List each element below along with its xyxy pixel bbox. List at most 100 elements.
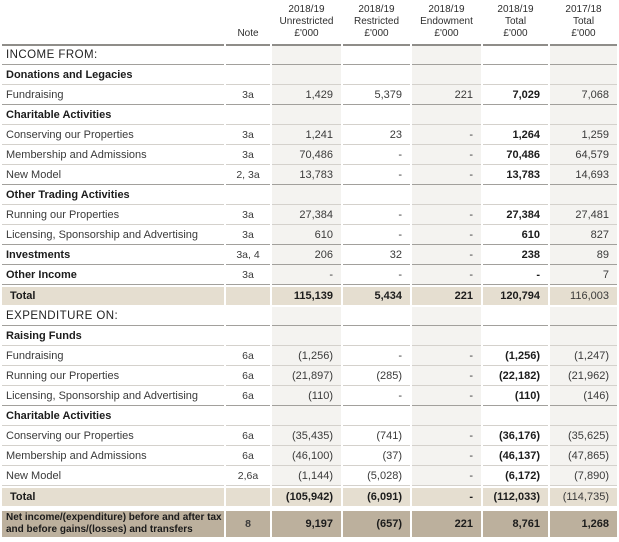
row-label: Running our Properties — [2, 366, 224, 386]
value-cell: 14,693 — [550, 165, 617, 185]
note-cell — [226, 46, 270, 65]
data-row: Fundraising 3a 1,429 5,379 221 7,029 7,068 — [2, 85, 617, 105]
value-cell: - — [412, 466, 481, 486]
value-cell: (110) — [272, 386, 341, 406]
value-cell: (1,144) — [272, 466, 341, 486]
value-cell: 115,139 — [272, 285, 341, 307]
value-cell: 221 — [412, 285, 481, 307]
value-cell: (105,942) — [272, 486, 341, 508]
value-cell: (114,735) — [550, 486, 617, 508]
data-row: Conserving our Properties 6a (35,435) (741)… — [2, 426, 617, 446]
value-cell — [483, 105, 548, 125]
data-row: New Model 2, 3a 13,783- -13,783 14,693 — [2, 165, 617, 185]
value-cell — [483, 326, 548, 346]
value-cell: - — [343, 165, 410, 185]
value-cell — [550, 185, 617, 205]
column-unit: £'000 — [364, 28, 389, 39]
value-cell: 1,264 — [483, 125, 548, 145]
value-cell — [343, 105, 410, 125]
value-cell — [412, 185, 481, 205]
value-cell — [550, 406, 617, 426]
note-cell — [226, 285, 270, 307]
row-label: Other Income — [2, 265, 224, 285]
value-cell: - — [343, 346, 410, 366]
value-cell: (1,256) — [483, 346, 548, 366]
data-row: Running our Properties 3a 27,384- -27,384 27… — [2, 205, 617, 225]
value-cell: (741) — [343, 426, 410, 446]
column-name: Restricted — [353, 16, 399, 27]
row-label: Raising Funds — [2, 326, 224, 346]
value-cell: - — [483, 265, 548, 285]
row-label: Total — [2, 285, 224, 307]
note-cell: 3a, 4 — [226, 245, 270, 265]
value-cell: (657) — [343, 508, 410, 538]
value-cell: (21,897) — [272, 366, 341, 386]
value-cell: - — [412, 346, 481, 366]
row-label: Other Trading Activities — [2, 185, 224, 205]
row-label: Charitable Activities — [2, 406, 224, 426]
value-cell: 206 — [272, 245, 341, 265]
value-cell: (21,962) — [550, 366, 617, 386]
data-row: Licensing, Sponsorship and Advertising 3a… — [2, 225, 617, 245]
data-row: Conserving our Properties 3a 1,241 23-1,264… — [2, 125, 617, 145]
category-row: Raising Funds — [2, 326, 617, 346]
value-cell: (22,182) — [483, 366, 548, 386]
row-label: Membership and Admissions — [2, 446, 224, 466]
data-row: New Model 2,6a (1,144) (5,028) - (6,172) (7,89… — [2, 466, 617, 486]
column-name: Endowment — [420, 16, 473, 27]
value-cell: - — [412, 245, 481, 265]
value-cell: (110) — [483, 386, 548, 406]
value-cell: 27,384 — [272, 205, 341, 225]
note-cell: 3a — [226, 125, 270, 145]
value-cell: 1,429 — [272, 85, 341, 105]
value-cell — [343, 65, 410, 85]
data-row: Licensing, Sponsorship and Advertising 6a… — [2, 386, 617, 406]
label-column-header — [2, 0, 224, 46]
column-year: 2018/19 — [358, 4, 395, 15]
endowment-column-header: 2018/19 Endowment £'000 — [412, 0, 481, 46]
value-cell: (37) — [343, 446, 410, 466]
value-cell — [483, 46, 548, 65]
note-cell — [226, 65, 270, 85]
value-cell: - — [343, 265, 410, 285]
value-cell — [412, 65, 481, 85]
value-cell — [272, 326, 341, 346]
value-cell — [272, 185, 341, 205]
note-column-header: Note — [226, 0, 270, 46]
value-cell: (47,865) — [550, 446, 617, 466]
column-year: 2018/19 — [497, 4, 534, 15]
value-cell: 23 — [343, 125, 410, 145]
row-label: Conserving our Properties — [2, 426, 224, 446]
value-cell: 9,197 — [272, 508, 341, 538]
value-cell — [412, 406, 481, 426]
value-cell — [343, 46, 410, 65]
value-cell: 70,486 — [272, 145, 341, 165]
value-cell — [550, 105, 617, 125]
total-row: Total (105,942) (6,091) - (112,033) (114,735) — [2, 486, 617, 508]
value-cell: - — [343, 225, 410, 245]
value-cell: 610 — [272, 225, 341, 245]
row-label: Total — [2, 486, 224, 508]
row-label: Membership and Admissions — [2, 145, 224, 165]
header-row: Note 2018/19 Unrestricted £'000 2018/19 … — [2, 0, 617, 46]
value-cell — [272, 65, 341, 85]
data-row: Membership and Admissions 6a (46,100) (37) -… — [2, 446, 617, 466]
row-label: Licensing, Sponsorship and Advertising — [2, 386, 224, 406]
value-cell: - — [343, 386, 410, 406]
column-unit: £'000 — [294, 28, 319, 39]
note-cell: 2, 3a — [226, 165, 270, 185]
row-label: INCOME FROM: — [2, 46, 224, 65]
value-cell: 827 — [550, 225, 617, 245]
value-cell: 13,783 — [483, 165, 548, 185]
value-cell: (112,033) — [483, 486, 548, 508]
value-cell — [550, 46, 617, 65]
value-cell: (46,137) — [483, 446, 548, 466]
note-cell: 3a — [226, 145, 270, 165]
value-cell: (46,100) — [272, 446, 341, 466]
value-cell — [550, 307, 617, 326]
value-cell: - — [412, 386, 481, 406]
value-cell: 13,783 — [272, 165, 341, 185]
note-cell: 6a — [226, 386, 270, 406]
value-cell: - — [412, 486, 481, 508]
